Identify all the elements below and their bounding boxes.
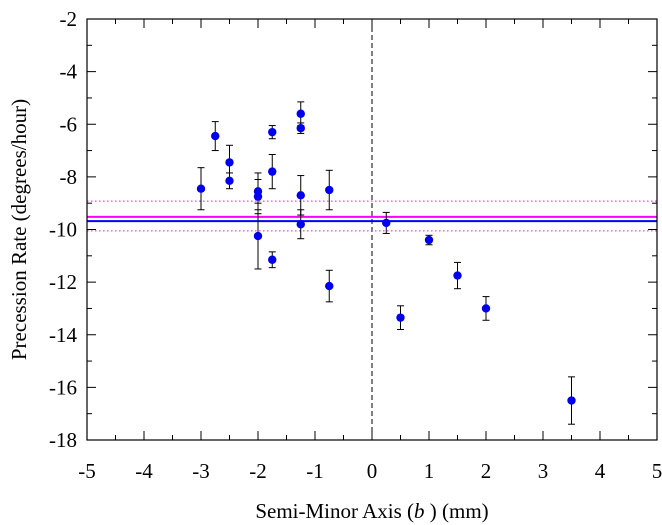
data-point: [382, 218, 391, 228]
x-tick-label: 2: [481, 459, 492, 483]
data-point: [453, 271, 462, 280]
y-tick-label: -6: [60, 112, 78, 136]
x-tick-label: 0: [367, 459, 378, 483]
y-tick-label: -16: [49, 375, 77, 399]
error-bars: [197, 101, 575, 425]
x-tick-label: -1: [306, 459, 324, 483]
y-axis-label: Precession Rate (degrees/hour): [7, 99, 31, 360]
data-point: [225, 176, 234, 186]
x-axis-label-variable: b: [414, 499, 425, 523]
data-point: [296, 191, 305, 200]
x-axis-label-suffix: ) (mm): [425, 499, 489, 523]
x-tick-label: -2: [249, 459, 267, 483]
x-tick-label: 1: [424, 459, 435, 483]
data-point: [268, 255, 277, 264]
x-tick-label: 4: [595, 459, 606, 483]
x-tick-label: 3: [538, 459, 549, 483]
data-point: [253, 231, 263, 241]
y-tick-label: -18: [49, 428, 77, 452]
x-axis-label-prefix: Semi-Minor Axis (: [255, 499, 414, 523]
y-tick-label: -12: [49, 270, 77, 294]
data-point: [567, 396, 576, 405]
reference-lines: [87, 19, 657, 440]
y-tick-label: -8: [60, 165, 78, 189]
tick-labels: -5 -4 -3 -2 -1 0 1 2 3 4 5-18-16-14-12-10-8-6-4-2: [49, 7, 662, 483]
data-point: [211, 131, 220, 141]
data-point: [296, 109, 305, 118]
data-point: [296, 220, 305, 229]
x-axis-label: Semi-Minor Axis (b ) (mm): [255, 499, 488, 523]
x-tick-label: -4: [135, 459, 153, 483]
x-tick-label: 5: [652, 459, 662, 483]
data-point: [196, 184, 206, 193]
data-point: [325, 185, 334, 195]
plot-frame: [86, 18, 658, 441]
data-point: [268, 167, 277, 176]
y-tick-label: -10: [49, 218, 77, 242]
data-points: [196, 109, 576, 405]
data-point: [225, 158, 234, 167]
data-point: [296, 123, 305, 133]
data-point: [253, 192, 263, 201]
data-point: [481, 304, 491, 313]
y-tick-label: -14: [49, 323, 77, 347]
y-tick-label: -2: [60, 7, 78, 31]
data-point: [268, 127, 277, 137]
x-tick-label: -5: [78, 459, 96, 483]
y-tick-label: -4: [60, 60, 78, 84]
x-tick-label: -3: [192, 459, 210, 483]
data-point: [325, 281, 334, 291]
data-point: [396, 313, 405, 322]
data-point: [424, 235, 434, 245]
